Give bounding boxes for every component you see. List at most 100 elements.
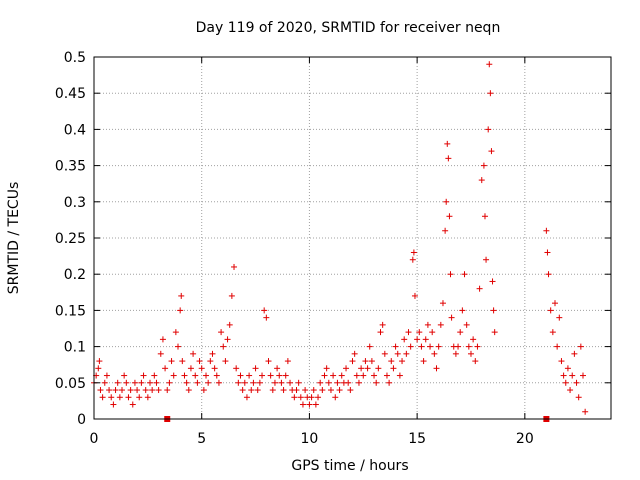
grid (94, 57, 611, 419)
data-point (461, 271, 468, 278)
data-point (259, 372, 266, 379)
data-point (282, 372, 289, 379)
data-point (144, 394, 151, 401)
data-point (147, 379, 154, 386)
data-point (312, 401, 319, 408)
x-axis-label: GPS time / hours (291, 458, 408, 474)
data-point (299, 401, 306, 408)
data-point (142, 387, 149, 394)
data-point (435, 343, 442, 350)
data-point (269, 387, 276, 394)
data-point (198, 365, 205, 372)
data-point (127, 387, 134, 394)
data-point (358, 365, 365, 372)
data-point (315, 394, 322, 401)
y-tick-label: 0.25 (55, 231, 86, 247)
data-point (228, 292, 235, 299)
data-point (265, 358, 272, 365)
data-point (445, 155, 452, 162)
x-tick-label: 15 (408, 431, 426, 447)
data-point (224, 336, 231, 343)
data-point (252, 365, 259, 372)
data-point (554, 343, 561, 350)
data-point (162, 365, 169, 372)
data-point (439, 300, 446, 307)
data-point (334, 379, 341, 386)
data-point (420, 358, 427, 365)
data-point (486, 61, 493, 68)
data-point (571, 350, 578, 357)
data-point (396, 372, 403, 379)
data-points (91, 61, 589, 422)
data-point (317, 379, 324, 386)
data-point (297, 394, 304, 401)
data-point (368, 358, 375, 365)
data-point (261, 307, 268, 314)
data-point (319, 387, 326, 394)
data-point (220, 343, 227, 350)
data-point (125, 394, 132, 401)
y-tick-label: 0.45 (55, 86, 86, 102)
data-point (551, 300, 558, 307)
data-point (194, 379, 201, 386)
data-point (476, 285, 483, 292)
chart-title: Day 119 of 2020, SRMTID for receiver neq… (196, 20, 501, 36)
data-point (577, 343, 584, 350)
data-point (394, 350, 401, 357)
data-point (177, 307, 184, 314)
data-point (151, 372, 158, 379)
data-point (490, 307, 497, 314)
data-point (353, 372, 360, 379)
data-point (196, 358, 203, 365)
data-point (562, 379, 569, 386)
data-point (381, 350, 388, 357)
data-point (427, 343, 434, 350)
data-point (323, 365, 330, 372)
data-point (123, 379, 130, 386)
data-point (243, 394, 250, 401)
data-point (405, 329, 412, 336)
data-point (491, 329, 498, 336)
data-point (321, 372, 328, 379)
data-point (418, 343, 425, 350)
data-point (237, 372, 244, 379)
data-point (175, 343, 182, 350)
data-point (463, 321, 470, 328)
data-point (218, 329, 225, 336)
data-point (112, 387, 119, 394)
data-point (134, 387, 141, 394)
data-point (246, 372, 253, 379)
data-point (431, 350, 438, 357)
data-point (487, 90, 494, 97)
data-point (332, 394, 339, 401)
data-point (386, 379, 393, 386)
data-point (362, 358, 369, 365)
data-point (544, 249, 551, 256)
x-tick-label: 5 (197, 431, 206, 447)
data-point (489, 278, 496, 285)
x-tick-label: 10 (301, 431, 319, 447)
data-point (447, 271, 454, 278)
data-point (433, 365, 440, 372)
data-point (347, 387, 354, 394)
data-point (373, 379, 380, 386)
data-point (233, 365, 240, 372)
data-point (241, 379, 248, 386)
data-point (213, 372, 220, 379)
data-point (274, 365, 281, 372)
data-point (179, 358, 186, 365)
data-point (336, 387, 343, 394)
data-point (178, 292, 185, 299)
data-point (207, 358, 214, 365)
data-point (168, 358, 175, 365)
data-point (291, 394, 298, 401)
data-point (564, 365, 571, 372)
data-point (110, 401, 117, 408)
data-point (567, 387, 574, 394)
data-point (138, 379, 145, 386)
data-point (424, 321, 431, 328)
data-point (478, 177, 485, 184)
y-tick-label: 0.4 (64, 122, 86, 138)
data-point (452, 350, 459, 357)
data-point (203, 372, 210, 379)
